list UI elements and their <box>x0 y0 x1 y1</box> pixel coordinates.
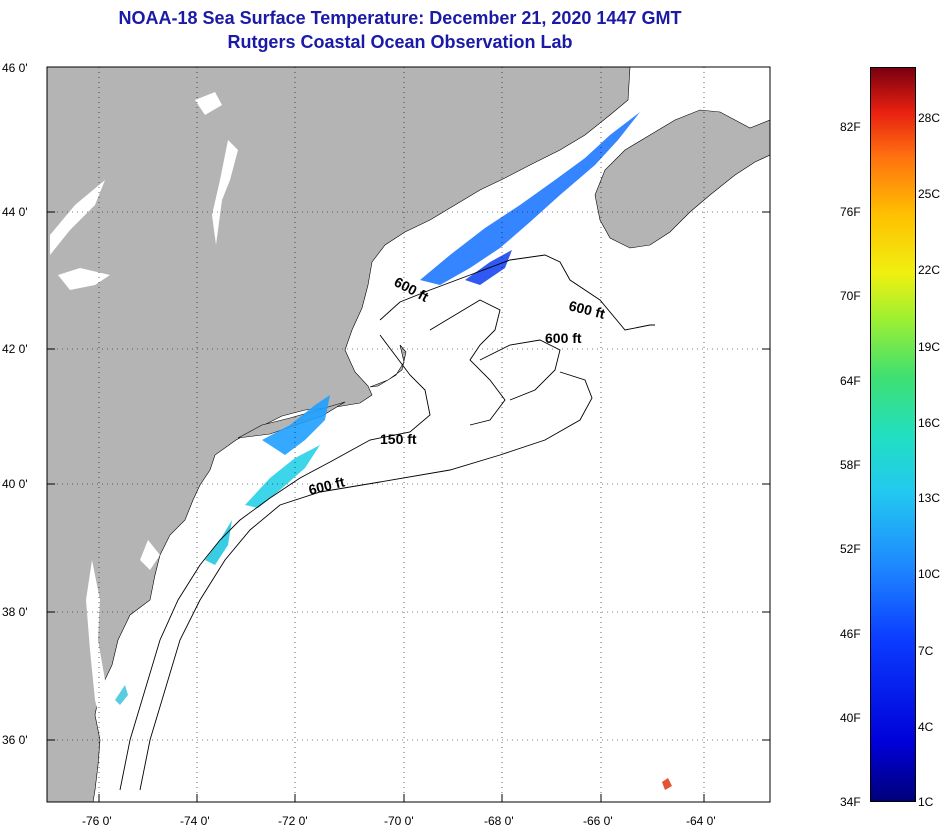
contour-150ft <box>119 334 431 791</box>
lon-label: -72 0' <box>278 814 308 828</box>
colorbar-f-label: 76F <box>840 205 861 219</box>
colorbar-f-label: 34F <box>840 795 861 809</box>
lake <box>212 140 238 245</box>
lat-label: 42 0' <box>2 342 28 356</box>
colorbar-f-label: 58F <box>840 458 861 472</box>
colorbar-c-label: 28C <box>918 111 941 125</box>
lat-label: 36 0' <box>2 733 28 747</box>
temperature-colorbar <box>870 67 916 802</box>
lake <box>195 92 222 115</box>
lon-label: -74 0' <box>180 814 210 828</box>
plot-frame <box>46 66 771 803</box>
colorbar-c-label: 10C <box>918 567 941 581</box>
contour-600ft-south <box>139 371 593 791</box>
colorbar-f-label: 70F <box>840 289 861 303</box>
sst-patch-southern-new-england <box>262 395 330 455</box>
graticule <box>47 67 770 802</box>
sst-patch-virginia <box>115 685 128 705</box>
lon-label: -76 0' <box>82 814 112 828</box>
lake <box>58 268 110 290</box>
sst-patch-new-jersey <box>245 445 320 508</box>
sst-patch-warm <box>662 778 672 790</box>
lat-label: 46 0' <box>2 61 28 75</box>
colorbar-f-label: 64F <box>840 374 861 388</box>
chesapeake-bay <box>86 560 105 720</box>
colorbar-c-label: 4C <box>918 720 934 734</box>
colorbar-f-label: 52F <box>840 542 861 556</box>
colorbar-c-label: 1C <box>918 795 934 809</box>
colorbar-f-label: 40F <box>840 711 861 725</box>
land-nova-scotia <box>594 66 771 249</box>
delaware-bay <box>140 540 160 570</box>
lat-label: 40 0' <box>2 477 28 491</box>
lat-label: 44 0' <box>2 205 28 219</box>
lon-label: -66 0' <box>583 814 613 828</box>
chart-subtitle: Rutgers Coastal Ocean Observation Lab <box>227 32 573 52</box>
colorbar-c-label: 7C <box>918 644 934 658</box>
colorbar-c-label: 16C <box>918 416 941 430</box>
colorbar-f-label: 82F <box>840 120 861 134</box>
colorbar-f-label: 46F <box>840 627 861 641</box>
land-continent <box>46 66 631 803</box>
lat-label: 38 0' <box>2 605 28 619</box>
sst-patch-gulf-of-maine <box>420 112 640 285</box>
axis-ticks <box>47 211 770 802</box>
contour-label: 150 ft <box>380 431 417 447</box>
chart-title: NOAA-18 Sea Surface Temperature: Decembe… <box>118 8 682 28</box>
lon-label: -68 0' <box>484 814 514 828</box>
colorbar-c-label: 19C <box>918 340 941 354</box>
contour-georges-bank <box>479 339 561 401</box>
sst-patch-gulf-of-maine-dark <box>465 250 512 285</box>
colorbar-c-label: 22C <box>918 263 941 277</box>
lake <box>50 180 105 255</box>
contour-label: 600 ft <box>545 330 582 346</box>
colorbar-c-label: 13C <box>918 491 941 505</box>
colorbar-c-label: 25C <box>918 187 941 201</box>
lon-label: -70 0' <box>384 814 414 828</box>
contour-gulf-basin-2 <box>429 299 506 426</box>
lon-label: -64 0' <box>686 814 716 828</box>
contour-gulf-basin <box>379 254 655 331</box>
